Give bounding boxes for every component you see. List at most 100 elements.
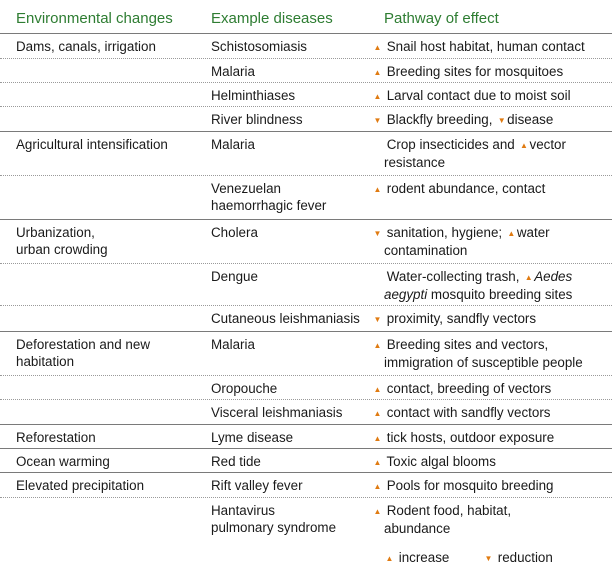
- env-cell: Urbanization, urban crowding: [16, 224, 206, 258]
- header-pathway: Pathway of effect: [384, 10, 499, 27]
- header-disease: Example diseases: [211, 10, 333, 27]
- legend-increase-label: increase: [398, 550, 450, 565]
- up-arrow-icon: ▲: [373, 185, 382, 194]
- disease-cell: Malaria: [211, 63, 373, 80]
- pathway-line: ▲ Breeding sites for mosquitoes: [372, 63, 612, 81]
- env-label: Ocean warming: [16, 454, 110, 469]
- table-row: Dams, canals, irrigation Schistosomiasis ▲…: [0, 33, 612, 58]
- disease-label: River blindness: [211, 112, 303, 127]
- pathway-cell: ▼ proximity, sandfly vectors: [372, 310, 612, 328]
- disease-label: Schistosomiasis: [211, 39, 307, 54]
- down-arrow-icon: ▼: [373, 229, 382, 238]
- up-arrow-icon: ▲: [373, 385, 382, 394]
- up-arrow-icon: ▲: [373, 43, 382, 52]
- table-row: Agricultural intensification Malaria Crop…: [0, 131, 612, 175]
- env-label-line2: urban crowding: [16, 242, 108, 257]
- table-row: River blindness ▼ Blackfly breeding, ▼ dis…: [0, 106, 612, 131]
- table-row: Hantavirus pulmonary syndrome ▲ Rodent foo…: [0, 497, 612, 549]
- down-arrow-icon: ▼: [497, 116, 506, 125]
- disease-label: Visceral leishmaniasis: [211, 405, 343, 420]
- disease-cell: River blindness: [211, 111, 373, 128]
- disease-cell: Oropouche: [211, 380, 373, 397]
- pathway-text-2: Aedes: [534, 269, 573, 284]
- disease-cell: Helminthiases: [211, 87, 373, 104]
- up-arrow-icon: ▲: [373, 507, 382, 516]
- disease-cell: Dengue: [211, 268, 373, 285]
- disease-cell: Visceral leishmaniasis: [211, 404, 373, 421]
- disease-label: Lyme disease: [211, 430, 294, 445]
- env-cell: Elevated precipitation: [16, 477, 206, 494]
- pathway-cell: ▲ contact, breeding of vectors: [372, 380, 612, 398]
- pathway-line: ▲ Pools for mosquito breeding: [372, 477, 612, 495]
- pathway-text: Crop insecticides and: [386, 137, 515, 152]
- up-arrow-icon: ▲: [524, 273, 533, 282]
- legend-reduction-label: reduction: [497, 550, 553, 565]
- disease-cell: Malaria: [211, 136, 373, 153]
- up-arrow-icon: ▲: [507, 229, 516, 238]
- pathway-cell: ▲ rodent abundance, contact: [372, 180, 612, 198]
- pathway-text-2: water: [516, 225, 550, 240]
- pathway-cell: Water-collecting trash, ▲ Aedes aegypti mo…: [372, 268, 612, 303]
- disease-label: Hantavirus: [211, 503, 276, 518]
- table-row: Malaria ▲ Breeding sites for mosquitoes: [0, 58, 612, 82]
- up-arrow-icon: ▲: [373, 68, 382, 77]
- disease-label: Malaria: [211, 337, 255, 352]
- pathway-text: Snail host habitat, human contact: [386, 39, 585, 54]
- header-env: Environmental changes: [16, 10, 173, 27]
- pathway-text-2: vector: [529, 137, 566, 152]
- pathway-line: ▲ contact, breeding of vectors: [372, 380, 612, 398]
- env-label: Reforestation: [16, 430, 96, 445]
- pathway-text: Toxic algal blooms: [386, 454, 496, 469]
- pathway-italic: aegypti: [384, 287, 428, 302]
- pathway-line: Water-collecting trash, ▲ Aedes: [372, 268, 612, 286]
- pathway-line-2: abundance: [372, 520, 612, 537]
- up-arrow-icon: ▲: [373, 482, 382, 491]
- pathway-line-2: contamination: [372, 242, 612, 259]
- disease-label: Venezuelan: [211, 181, 281, 196]
- up-arrow-icon: ▲: [385, 554, 394, 563]
- pathway-cell: ▲ Breeding sites and vectors, immigration…: [372, 336, 612, 371]
- pathway-text: contact, breeding of vectors: [386, 381, 552, 396]
- pathway-line: ▼ sanitation, hygiene; ▲ water: [372, 224, 612, 242]
- pathway-line-2: immigration of susceptible people: [372, 354, 612, 371]
- disease-cell: Hantavirus pulmonary syndrome: [211, 502, 373, 536]
- disease-label: Red tide: [211, 454, 261, 469]
- pathway-cell: ▼ sanitation, hygiene; ▲ water contaminati…: [372, 224, 612, 259]
- pathway-text: Larval contact due to moist soil: [386, 88, 571, 103]
- pathway-line-2: aegypti mosquito breeding sites: [372, 286, 612, 303]
- env-label: Elevated precipitation: [16, 478, 145, 493]
- env-label: Deforestation and new: [16, 337, 150, 352]
- pathway-cell: ▲ Breeding sites for mosquitoes: [372, 63, 612, 81]
- table-row: Urbanization, urban crowding Cholera ▼ sani…: [0, 219, 612, 263]
- disease-cell: Schistosomiasis: [211, 38, 373, 55]
- pathway-text: contact with sandfly vectors: [386, 405, 551, 420]
- pathway-line: ▼ Blackfly breeding, ▼ disease: [372, 111, 612, 129]
- disease-cell: Cutaneous leishmaniasis: [211, 310, 373, 327]
- table-row: Venezuelan haemorrhagic fever ▲ rodent abu…: [0, 175, 612, 219]
- disease-label-line2: haemorrhagic fever: [211, 198, 327, 213]
- env-cell: Deforestation and new habitation: [16, 336, 206, 370]
- pathway-text-3: contamination: [384, 243, 468, 258]
- env-label: Urbanization,: [16, 225, 95, 240]
- pathway-line: ▼ proximity, sandfly vectors: [372, 310, 612, 328]
- env-label: Dams, canals, irrigation: [16, 39, 156, 54]
- disease-cell: Venezuelan haemorrhagic fever: [211, 180, 373, 214]
- disease-cell: Rift valley fever: [211, 477, 373, 494]
- pathway-cell: ▲ Rodent food, habitat, abundance: [372, 502, 612, 537]
- pathway-cell: ▲ Toxic algal blooms: [372, 453, 612, 471]
- pathway-text: Breeding sites and vectors,: [386, 337, 549, 352]
- table-row: Elevated precipitation Rift valley fever ▲…: [0, 472, 612, 497]
- env-cell: Dams, canals, irrigation: [16, 38, 206, 55]
- pathway-line: Crop insecticides and ▲ vector: [372, 136, 612, 154]
- down-arrow-icon: ▼: [373, 315, 382, 324]
- disease-cell: Red tide: [211, 453, 373, 470]
- disease-cell: Cholera: [211, 224, 373, 241]
- pathway-line: ▲ rodent abundance, contact: [372, 180, 612, 198]
- pathway-text: tick hosts, outdoor exposure: [386, 430, 555, 445]
- legend-increase: ▲ increase: [384, 549, 450, 567]
- table-row: Oropouche ▲ contact, breeding of vectors: [0, 375, 612, 399]
- pathway-text-3: mosquito breeding sites: [430, 287, 573, 302]
- pathway-cell: ▲ Larval contact due to moist soil: [372, 87, 612, 105]
- pathway-text: proximity, sandfly vectors: [386, 311, 537, 326]
- pathway-line: ▲ contact with sandfly vectors: [372, 404, 612, 422]
